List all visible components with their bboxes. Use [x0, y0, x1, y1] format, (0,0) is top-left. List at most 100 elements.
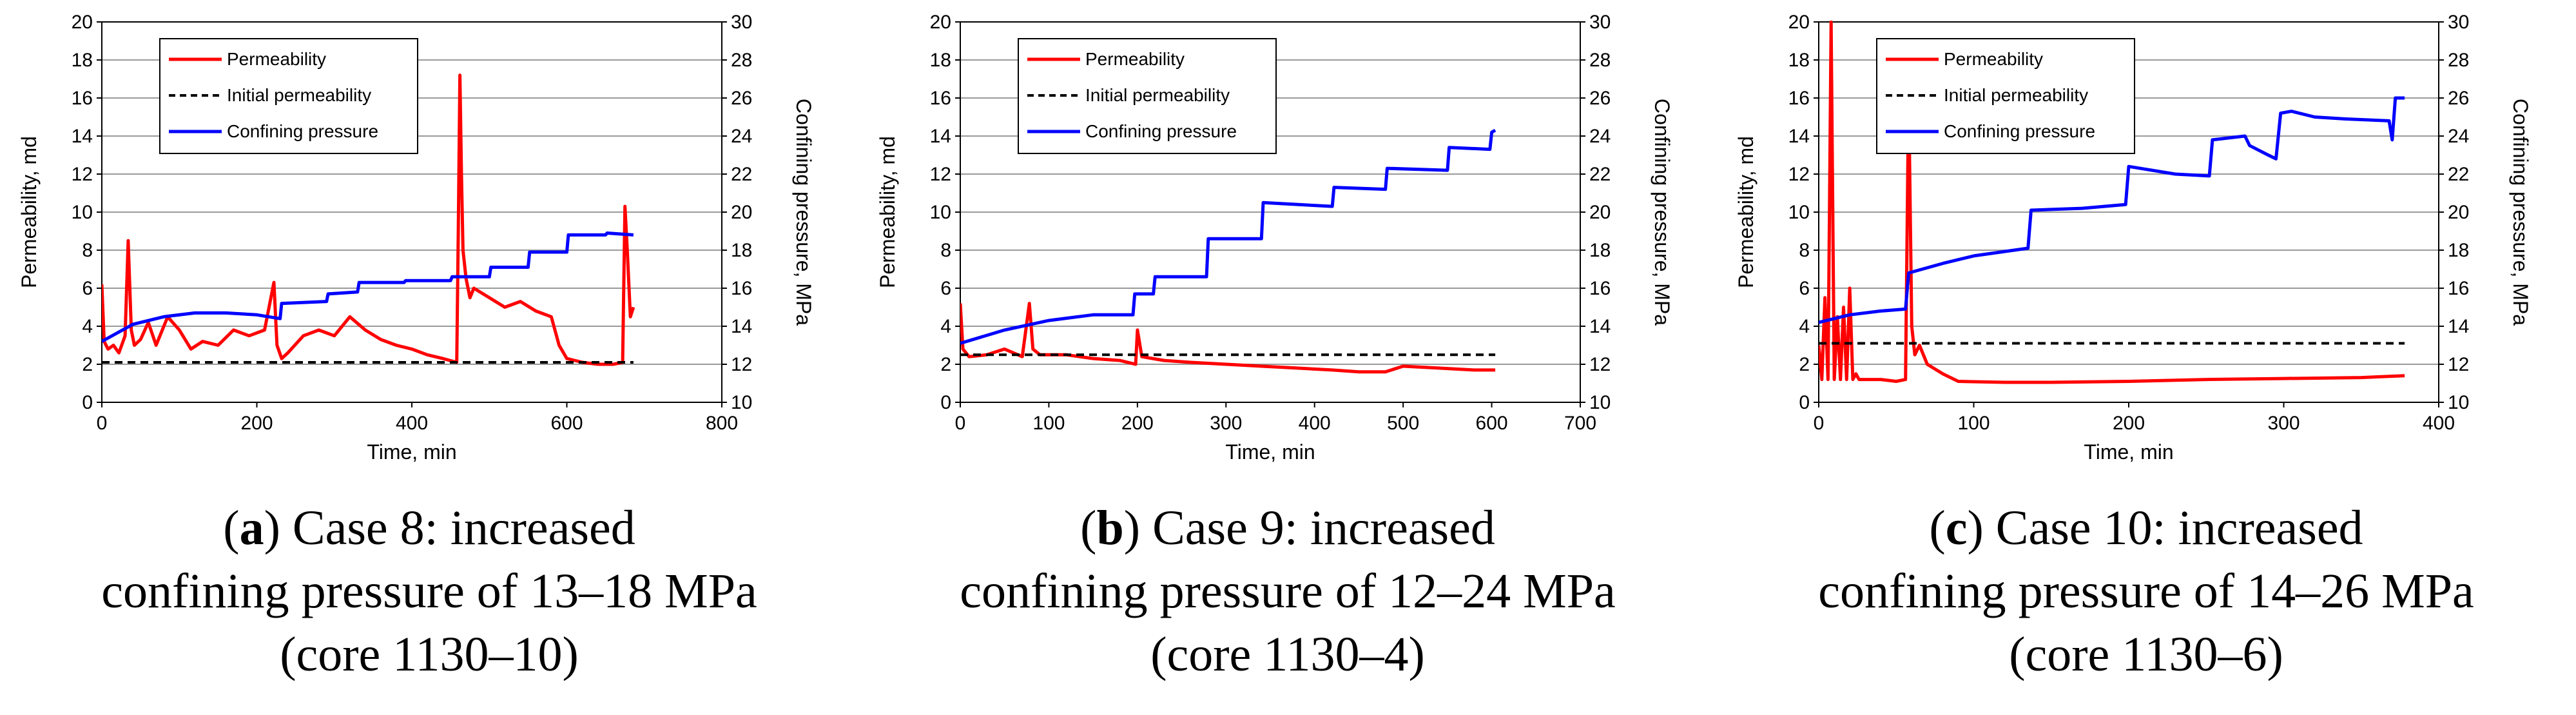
y2-tick-label-a-4: 18	[731, 240, 752, 261]
x-tick-label-b-4: 400	[1299, 413, 1331, 434]
y2-tick-label-b-10: 30	[1589, 12, 1611, 33]
y-tick-label-c-1: 2	[1799, 354, 1810, 375]
y2-tick-label-c-10: 30	[2448, 12, 2469, 33]
legend-label-b-confining-pressure: Confining pressure	[1085, 121, 1237, 141]
caption-c-text: Case 10: increased	[1983, 501, 2363, 555]
y-tick-label-c-4: 8	[1799, 240, 1810, 261]
y2-tick-label-c-5: 20	[2448, 202, 2469, 223]
series-line-b-confining-pressure	[960, 128, 1496, 345]
y-axis-label-c: Permeability, md	[1734, 136, 1758, 288]
series-line-b-permeability	[960, 302, 1496, 374]
y2-tick-label-a-7: 24	[731, 126, 752, 147]
x-tick-label-a-2: 400	[396, 413, 428, 434]
x-tick-label-c-0: 0	[1814, 413, 1825, 434]
x-tick-label-a-3: 600	[550, 413, 583, 434]
legend-label-a-initial-permeability: Initial permeability	[227, 85, 371, 105]
y2-tick-label-b-1: 12	[1589, 354, 1611, 375]
y-tick-label-a-7: 14	[72, 126, 93, 147]
y2-tick-label-b-4: 18	[1589, 240, 1611, 261]
y-tick-label-b-0: 0	[940, 392, 951, 413]
y2-tick-label-a-2: 14	[731, 316, 752, 337]
y2-tick-label-b-3: 16	[1589, 278, 1611, 299]
y2-tick-label-c-3: 16	[2448, 278, 2469, 299]
y2-tick-label-a-6: 22	[731, 164, 752, 185]
y-tick-label-b-8: 16	[930, 88, 951, 109]
y2-tick-label-b-7: 24	[1589, 126, 1611, 147]
x-tick-label-a-0: 0	[97, 413, 108, 434]
y-tick-label-a-0: 0	[82, 392, 93, 413]
legend-b: Permeability Initial permeability Confinin…	[1018, 38, 1277, 154]
y-tick-label-a-9: 18	[72, 50, 93, 71]
y-tick-label-c-10: 20	[1788, 12, 1810, 33]
y-tick-label-b-4: 8	[940, 240, 951, 261]
caption-b-line2: confining pressure of 12–24 MPa	[960, 564, 1616, 618]
x-tick-label-b-0: 0	[955, 413, 966, 434]
caption-c-line2: confining pressure of 14–26 MPa	[1818, 564, 2474, 618]
legend-label-a-confining-pressure: Confining pressure	[227, 121, 378, 141]
y-tick-label-b-6: 12	[930, 164, 951, 185]
x-tick-label-a-1: 200	[240, 413, 273, 434]
y-tick-label-b-2: 4	[940, 316, 951, 337]
y2-tick-label-b-8: 26	[1589, 88, 1611, 109]
caption-a-line1: (a) Case 8: increased	[223, 501, 635, 555]
chart-b-caption: (b) Case 9: increased confining pressure…	[858, 496, 1717, 686]
chart-a-caption: (a) Case 8: increased confining pressure…	[0, 496, 858, 686]
y2-tick-label-c-1: 12	[2448, 354, 2469, 375]
y-tick-label-a-8: 16	[72, 88, 93, 109]
y2-tick-label-c-7: 24	[2448, 126, 2469, 147]
y-tick-label-c-7: 14	[1788, 126, 1810, 147]
y2-tick-label-c-2: 14	[2448, 316, 2469, 337]
y2-tick-label-b-6: 22	[1589, 164, 1611, 185]
caption-b-line3: (core 1130–4)	[1150, 627, 1425, 681]
chart-b-plot: 0246810121416182010121416182022242628300…	[876, 12, 1674, 464]
chart-c-plot: 0246810121416182010121416182022242628300…	[1734, 12, 2532, 464]
caption-b-text: Case 9: increased	[1140, 501, 1495, 555]
x-tick-label-b-7: 700	[1564, 413, 1596, 434]
x-tick-label-b-3: 300	[1210, 413, 1242, 434]
y2-tick-label-b-0: 10	[1589, 392, 1611, 413]
chart-a-plot: 0246810121416182010121416182022242628300…	[17, 12, 815, 464]
y2-tick-label-a-5: 20	[731, 202, 752, 223]
series-line-c-permeability	[1819, 21, 2405, 384]
x-axis-label-b: Time, min	[1225, 440, 1315, 464]
y-tick-label-c-8: 16	[1788, 88, 1810, 109]
y-tick-label-c-5: 10	[1788, 202, 1810, 223]
caption-a-line3: (core 1130–10)	[280, 627, 579, 681]
y2-tick-label-a-1: 12	[731, 354, 752, 375]
y-tick-label-c-3: 6	[1799, 278, 1810, 299]
y2-tick-label-b-2: 14	[1589, 316, 1611, 337]
caption-c-letter: c	[1945, 501, 1968, 555]
y2-tick-label-c-0: 10	[2448, 392, 2469, 413]
y2-tick-label-c-4: 18	[2448, 240, 2469, 261]
x-tick-label-b-5: 500	[1387, 413, 1419, 434]
legend-label-c-initial-permeability: Initial permeability	[1944, 85, 2088, 105]
y2-tick-label-a-8: 26	[731, 88, 752, 109]
x-tick-label-b-6: 600	[1476, 413, 1508, 434]
x-tick-label-c-4: 400	[2423, 413, 2455, 434]
x-tick-label-b-2: 200	[1121, 413, 1154, 434]
x-tick-label-c-3: 300	[2267, 413, 2300, 434]
y-tick-label-a-4: 8	[82, 240, 93, 261]
y2-axis-label-b: Confining pressure, MPa	[1651, 99, 1674, 326]
x-tick-label-c-1: 100	[1957, 413, 1990, 434]
y2-tick-label-c-9: 28	[2448, 50, 2469, 71]
legend-label-c-confining-pressure: Confining pressure	[1944, 121, 2095, 141]
legend-label-b-initial-permeability: Initial permeability	[1085, 85, 1230, 105]
caption-b-letter: b	[1096, 501, 1124, 555]
y-tick-label-b-1: 2	[940, 354, 951, 375]
y2-tick-label-b-9: 28	[1589, 50, 1611, 71]
x-tick-label-b-1: 100	[1032, 413, 1065, 434]
y-tick-label-c-0: 0	[1799, 392, 1810, 413]
y-tick-label-c-2: 4	[1799, 316, 1810, 337]
series-line-a-confining-pressure	[102, 231, 634, 343]
y2-tick-label-a-0: 10	[731, 392, 752, 413]
y-tick-label-b-7: 14	[930, 126, 951, 147]
series-line-c-confining-pressure	[1819, 96, 2405, 324]
y2-axis-label-c: Confining pressure, MPa	[2509, 99, 2532, 326]
y2-tick-label-a-9: 28	[731, 50, 752, 71]
legend-c: Permeability Initial permeability Confinin…	[1876, 38, 2135, 154]
chart-c-caption: (c) Case 10: increased confining pressur…	[1717, 496, 2575, 686]
y-tick-label-a-6: 12	[72, 164, 93, 185]
caption-c-line1: (c) Case 10: increased	[1929, 501, 2363, 555]
x-tick-label-a-4: 800	[706, 413, 738, 434]
